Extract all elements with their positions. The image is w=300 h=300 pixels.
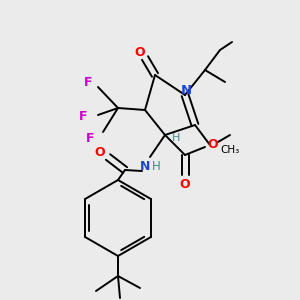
Text: CH₃: CH₃ <box>220 145 239 155</box>
Text: O: O <box>180 178 190 191</box>
Text: H: H <box>152 160 160 172</box>
Text: O: O <box>95 146 105 158</box>
Text: N: N <box>180 85 192 98</box>
Text: F: F <box>79 110 87 122</box>
Text: N: N <box>140 160 150 172</box>
Text: F: F <box>86 131 94 145</box>
Text: F: F <box>84 76 92 88</box>
Text: H: H <box>172 133 180 143</box>
Text: O: O <box>208 139 218 152</box>
Text: O: O <box>135 46 145 59</box>
